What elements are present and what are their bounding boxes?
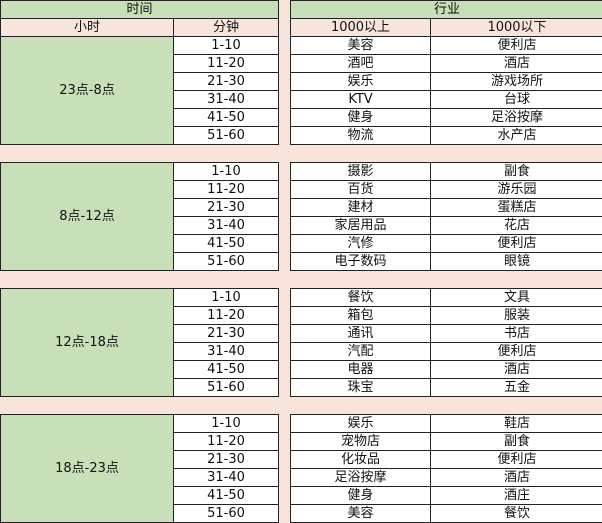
- industry-below-cell[interactable]: 餐饮: [430, 504, 602, 523]
- industry-below-cell[interactable]: 游乐园: [430, 180, 602, 199]
- hour-range-cell[interactable]: 23点-8点: [0, 36, 174, 145]
- industry-above-cell[interactable]: 宠物店: [290, 432, 431, 451]
- industry-above-cell[interactable]: 健身: [290, 486, 431, 505]
- industry-below-cell[interactable]: 服装: [430, 306, 602, 325]
- minute-range-cell[interactable]: 1-10: [173, 162, 279, 181]
- industry-above-cell[interactable]: 美容: [290, 504, 431, 523]
- minute-range-cell[interactable]: 11-20: [173, 432, 279, 451]
- industry-above-cell[interactable]: 百货: [290, 180, 431, 199]
- industry-above-cell[interactable]: 电器: [290, 360, 431, 379]
- industry-below-cell[interactable]: 水产店: [430, 126, 602, 145]
- minute-range-cell[interactable]: 11-20: [173, 180, 279, 199]
- industry-below-cell[interactable]: 副食: [430, 162, 602, 181]
- minute-range-cell[interactable]: 31-40: [173, 342, 279, 361]
- industry-below-cell[interactable]: 酒庄: [430, 486, 602, 505]
- industry-above-cell[interactable]: 电子数码: [290, 252, 431, 271]
- industry-below-cell[interactable]: 便利店: [430, 234, 602, 253]
- industry-below-cell[interactable]: 便利店: [430, 36, 602, 55]
- industry-above-cell[interactable]: 家居用品: [290, 216, 431, 235]
- industry-below-cell[interactable]: 游戏场所: [430, 72, 602, 91]
- industry-above-cell[interactable]: 健身: [290, 108, 431, 127]
- hour-range-cell[interactable]: 18点-23点: [0, 414, 174, 523]
- industry-below-cell[interactable]: 书店: [430, 324, 602, 343]
- industry-below-cell[interactable]: 眼镜: [430, 252, 602, 271]
- header-industry[interactable]: 行业: [290, 0, 602, 19]
- industry-above-cell[interactable]: 珠宝: [290, 378, 431, 397]
- industry-below-cell[interactable]: 文具: [430, 288, 602, 307]
- industry-above-cell[interactable]: 酒吧: [290, 54, 431, 73]
- industry-below-cell[interactable]: 酒店: [430, 468, 602, 487]
- minute-range-cell[interactable]: 11-20: [173, 54, 279, 73]
- industry-above-cell[interactable]: 汽修: [290, 234, 431, 253]
- industry-above-cell[interactable]: 物流: [290, 126, 431, 145]
- minute-range-cell[interactable]: 51-60: [173, 252, 279, 271]
- minute-range-cell[interactable]: 31-40: [173, 216, 279, 235]
- industry-above-cell[interactable]: KTV: [290, 90, 431, 109]
- minute-range-cell[interactable]: 51-60: [173, 126, 279, 145]
- industry-below-cell[interactable]: 蛋糕店: [430, 198, 602, 217]
- minute-range-cell[interactable]: 51-60: [173, 504, 279, 523]
- industry-above-cell[interactable]: 箱包: [290, 306, 431, 325]
- minute-range-cell[interactable]: 41-50: [173, 234, 279, 253]
- hour-range-cell[interactable]: 12点-18点: [0, 288, 174, 397]
- industry-above-cell[interactable]: 通讯: [290, 324, 431, 343]
- industry-above-cell[interactable]: 美容: [290, 36, 431, 55]
- industry-below-cell[interactable]: 酒店: [430, 360, 602, 379]
- minute-range-cell[interactable]: 21-30: [173, 324, 279, 343]
- industry-below-cell[interactable]: 便利店: [430, 342, 602, 361]
- minute-range-cell[interactable]: 1-10: [173, 36, 279, 55]
- minute-range-cell[interactable]: 1-10: [173, 288, 279, 307]
- minute-range-cell[interactable]: 21-30: [173, 450, 279, 469]
- industry-below-cell[interactable]: 副食: [430, 432, 602, 451]
- industry-below-cell[interactable]: 鞋店: [430, 414, 602, 433]
- minute-range-cell[interactable]: 31-40: [173, 468, 279, 487]
- industry-above-cell[interactable]: 足浴按摩: [290, 468, 431, 487]
- industry-above-cell[interactable]: 建材: [290, 198, 431, 217]
- hour-range-cell[interactable]: 8点-12点: [0, 162, 174, 271]
- industry-above-cell[interactable]: 摄影: [290, 162, 431, 181]
- industry-above-cell[interactable]: 汽配: [290, 342, 431, 361]
- industry-above-cell[interactable]: 娱乐: [290, 72, 431, 91]
- header-above-1000[interactable]: 1000以上: [290, 18, 431, 37]
- minute-range-cell[interactable]: 21-30: [173, 72, 279, 91]
- minute-range-cell[interactable]: 51-60: [173, 378, 279, 397]
- industry-above-cell[interactable]: 化妆品: [290, 450, 431, 469]
- industry-below-cell[interactable]: 便利店: [430, 450, 602, 469]
- minute-range-cell[interactable]: 31-40: [173, 90, 279, 109]
- header-hour[interactable]: 小时: [0, 18, 174, 37]
- header-minute[interactable]: 分钟: [173, 18, 279, 37]
- industry-above-cell[interactable]: 娱乐: [290, 414, 431, 433]
- industry-below-cell[interactable]: 酒店: [430, 54, 602, 73]
- minute-range-cell[interactable]: 41-50: [173, 108, 279, 127]
- industry-below-cell[interactable]: 五金: [430, 378, 602, 397]
- industry-below-cell[interactable]: 花店: [430, 216, 602, 235]
- minute-range-cell[interactable]: 21-30: [173, 198, 279, 217]
- industry-above-cell[interactable]: 餐饮: [290, 288, 431, 307]
- minute-range-cell[interactable]: 1-10: [173, 414, 279, 433]
- industry-below-cell[interactable]: 台球: [430, 90, 602, 109]
- minute-range-cell[interactable]: 11-20: [173, 306, 279, 325]
- header-time[interactable]: 时间: [0, 0, 279, 19]
- industry-below-cell[interactable]: 足浴按摩: [430, 108, 602, 127]
- header-below-1000[interactable]: 1000以下: [430, 18, 602, 37]
- minute-range-cell[interactable]: 41-50: [173, 486, 279, 505]
- minute-range-cell[interactable]: 41-50: [173, 360, 279, 379]
